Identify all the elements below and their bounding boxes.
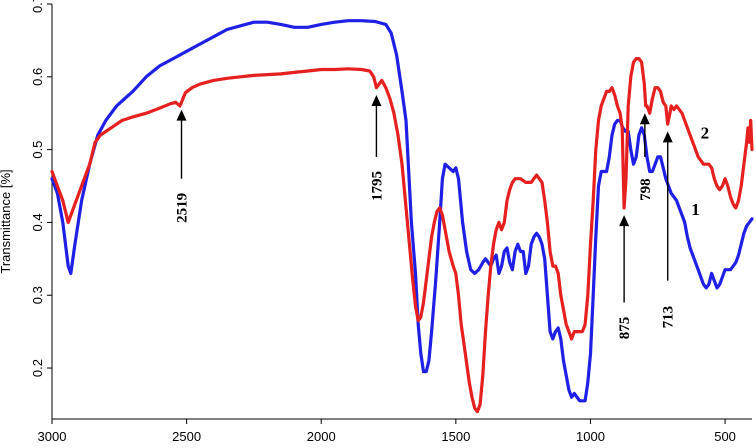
x-tick-label: 1000 [576, 429, 605, 444]
x-tick-label: 500 [714, 429, 736, 444]
annotation-label-798: 798 [638, 178, 654, 201]
annotation-label-713: 713 [661, 306, 677, 329]
x-tick-label: 2000 [307, 429, 336, 444]
y-ticks: 0.2 0.3 0.4 0.5 0.6 0.7 [30, 0, 52, 377]
y-tick-label: 0.7 [30, 0, 45, 13]
series-label-1: 1 [691, 200, 700, 219]
y-tick-label: 0.6 [30, 68, 45, 86]
series-lines [50, 19, 754, 414]
series-labels: 12 [691, 124, 709, 219]
x-tick-label: 2500 [172, 429, 201, 444]
annotations: 2519 1795 875 798 713 [175, 95, 677, 339]
x-tick-label: 1500 [441, 429, 470, 444]
axes [51, 4, 752, 420]
y-tick-label: 0.5 [30, 141, 45, 159]
series-line-2 [50, 57, 754, 414]
series-line-1 [50, 19, 754, 403]
y-tick-label: 0.3 [30, 286, 45, 304]
annotation-arrowhead-798 [639, 113, 650, 125]
y-tick-label: 0.4 [30, 213, 45, 231]
annotation-label-1795: 1795 [369, 171, 385, 201]
annotation-label-2519: 2519 [175, 193, 191, 223]
annotation-arrowhead-875 [619, 215, 630, 227]
annotation-arrowhead-1795 [371, 95, 382, 107]
series-label-2: 2 [701, 124, 710, 143]
annotation-label-875: 875 [617, 317, 633, 340]
x-tick-label: 3000 [38, 429, 67, 444]
annotation-arrowhead-2519 [176, 109, 187, 121]
x-ticks: 3000 2500 2000 1500 1000 500 [38, 419, 736, 444]
y-tick-label: 0.2 [30, 359, 45, 377]
y-axis-title: Transmittance [%] [0, 169, 13, 273]
annotation-arrowhead-713 [662, 131, 673, 143]
